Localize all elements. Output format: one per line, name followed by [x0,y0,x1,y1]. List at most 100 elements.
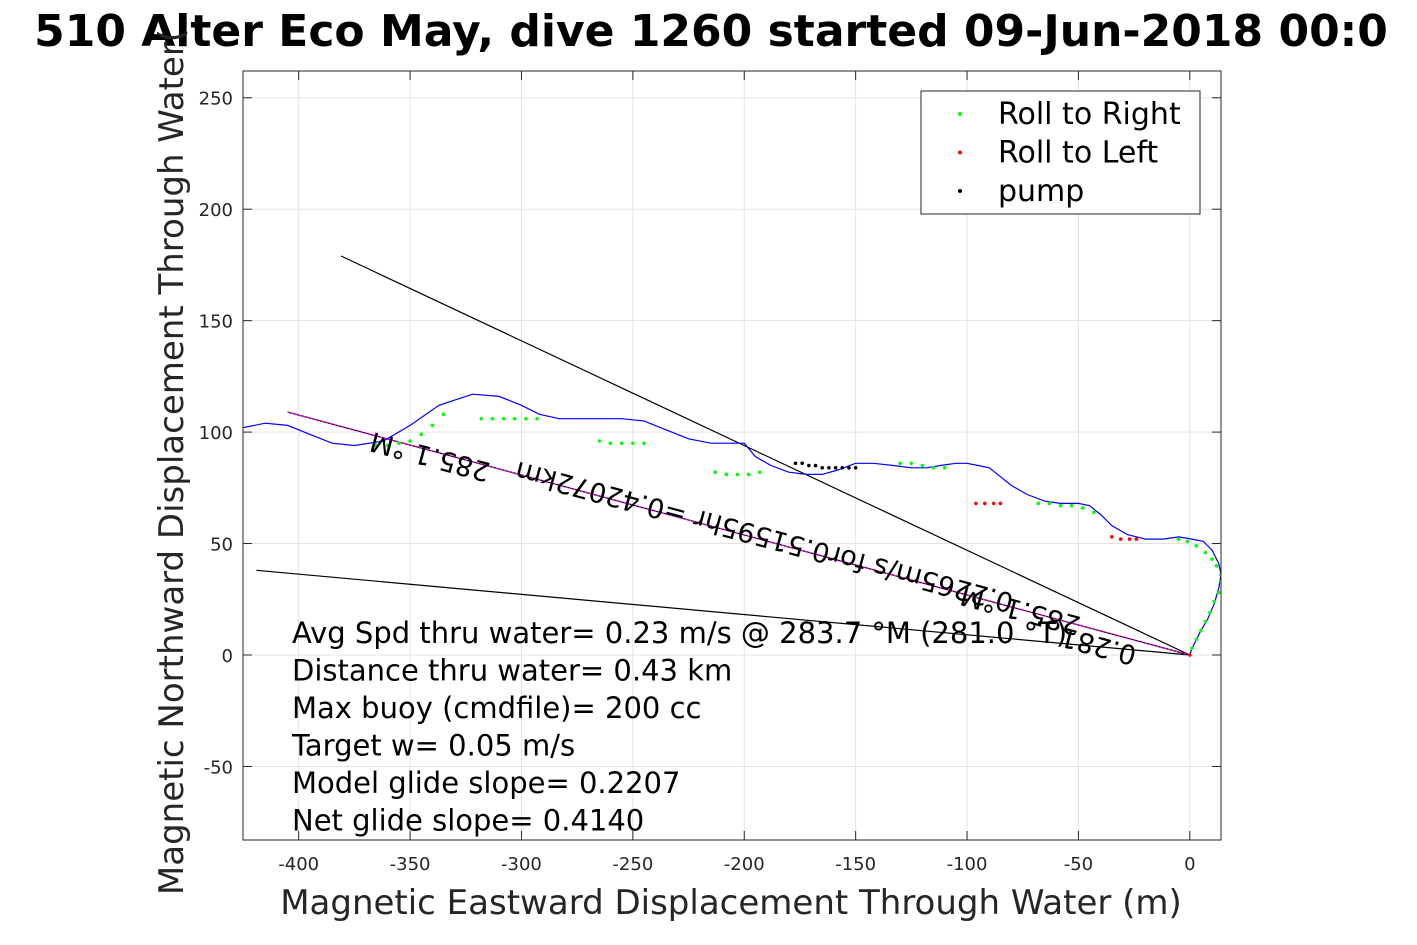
legend-entry-label: pump [998,174,1084,209]
pump-point [813,463,818,468]
roll-right-point [735,472,740,477]
roll-left-point [1188,653,1192,657]
roll-right-point [1190,646,1194,651]
roll-left-point [1118,537,1123,541]
roll-right-point [1214,564,1219,568]
x-tick-label: -300 [501,854,542,875]
roll-right-point [909,461,914,466]
roll-right-point [642,441,646,446]
pump-point [847,465,851,470]
roll-left-point [991,501,996,506]
roll-left-point [1134,537,1139,541]
legend-entry-label: Roll to Left [998,136,1158,171]
roll-right-point [1216,590,1221,595]
roll-right-point [1203,619,1208,624]
stat-line: Net glide slope= 0.4140 [292,804,644,838]
roll-left-point [998,501,1003,506]
x-tick-label: -250 [612,854,653,875]
roll-right-point [1208,610,1212,615]
y-tick-label: 150 [199,312,233,333]
roll-right-point [430,423,435,428]
legend-marker [958,112,962,116]
roll-right-point [1210,557,1214,561]
roll-right-point [942,465,947,470]
x-tick-label: -100 [947,854,988,875]
roll-right-point [441,412,446,417]
roll-right-point [1194,543,1199,548]
roll-right-point [501,416,506,421]
pump-point [853,465,858,470]
pump-point [807,463,811,468]
roll-right-point [1058,503,1063,508]
plot-frame [242,70,1222,841]
chart-title: 510 Alter Eco May, dive 1260 started 09-… [34,6,1388,57]
y-tick-label: 250 [199,89,233,110]
stat-line: Distance thru water= 0.43 km [292,654,732,688]
y-tick-label: 0 [222,646,233,667]
x-axis-label: Magnetic Eastward Displacement Through W… [280,883,1182,923]
stat-line: Max buoy (cmdfile)= 200 cc [292,691,701,725]
roll-right-point [631,441,635,446]
roll-left-point [983,501,987,506]
roll-right-point [374,443,379,448]
pump-point [800,461,804,466]
reference-line [340,255,1191,656]
pump-point [833,465,838,470]
roll-right-point [608,441,613,446]
roll-right-point [597,439,602,443]
roll-left-point [1110,535,1114,539]
roll-right-point [898,461,902,466]
roll-right-point [1194,637,1199,642]
y-tick-label: 50 [210,535,233,556]
roll-right-point [490,416,495,421]
stat-line: Target w= 0.05 m/s [291,729,575,763]
roll-right-point [1036,501,1041,506]
plot-area [243,255,1221,657]
roll-right-point [524,416,528,421]
roll-right-point [535,416,539,421]
y-axis-label: Magnetic Northward Displacement Through … [152,29,192,895]
y-tick-label: 200 [199,200,233,221]
roll-right-point [619,441,624,446]
pump-point [827,465,831,470]
roll-right-point [1185,539,1190,544]
roll-right-point [758,470,762,475]
x-tick-label: 0 [1184,854,1195,875]
legend-entry-label: Roll to Right [998,97,1181,132]
roll-right-point [1047,501,1052,506]
y-tick-label: -50 [204,757,233,778]
roll-right-point [1203,550,1208,555]
pump-point [793,461,798,466]
y-tick-label: 100 [199,423,233,444]
legend-marker [958,150,962,155]
pump-point [820,465,825,470]
roll-right-point [419,432,424,437]
roll-right-point [1069,503,1074,508]
ticks: -400 -350 -300 -250 -200 -150 -100 -50 0 -50 0 50 10… [199,71,1221,875]
stats-block: Avg Spd thru water= 0.23 m/s @ 283.7 °M … [291,616,1067,838]
roll-right-point [1199,628,1203,633]
roll-right-point [1092,510,1096,515]
stat-line: Model glide slope= 0.2207 [292,766,680,800]
x-tick-label: -350 [390,854,431,875]
x-tick-label: -400 [278,854,319,875]
legend-box [920,90,1201,215]
glider-track-line [243,393,1221,656]
x-tick-label: -150 [835,854,876,875]
stat-line: Avg Spd thru water= 0.23 m/s @ 283.7 °M … [292,616,1067,650]
reference-line [287,411,1190,656]
roll-left-point [974,501,978,506]
pump-point [840,465,845,470]
x-tick-label: -200 [724,854,765,875]
roll-right-point [512,416,517,421]
roll-right-point [746,472,751,477]
x-tick-label: -50 [1064,854,1093,875]
roll-right-point [1176,537,1181,541]
roll-right-point [408,439,412,443]
roll-left-point [1127,537,1132,541]
roll-right-point [920,463,925,468]
roll-right-point [931,465,936,470]
roll-right-point [724,472,729,477]
